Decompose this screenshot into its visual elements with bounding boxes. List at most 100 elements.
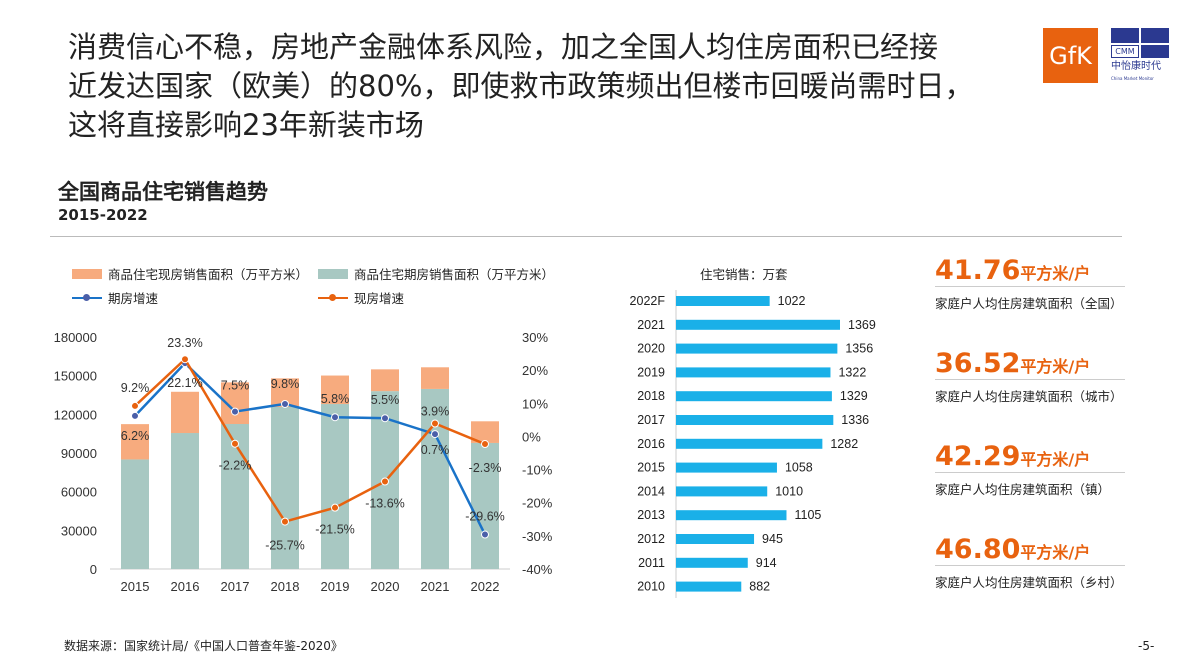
data-label: -13.6% <box>365 497 405 511</box>
bar-segment <box>321 404 349 569</box>
x-tick-label: 2020 <box>371 579 400 594</box>
value-label: 882 <box>749 580 770 594</box>
stat-label: 家庭户人均住房建筑面积（城市） <box>935 389 1123 404</box>
y-tick-label: 90000 <box>61 446 97 461</box>
category-label: 2019 <box>637 365 665 379</box>
bar <box>676 343 838 354</box>
data-point <box>331 413 339 422</box>
stat-value: 36.52平方米/户 <box>935 348 1091 379</box>
data-label: 22.1% <box>167 376 202 390</box>
gfk-logo: GfK <box>1043 28 1098 83</box>
data-label: -29.6% <box>465 510 505 524</box>
data-label: 0.7% <box>421 443 450 457</box>
stat-label: 家庭户人均住房建筑面积（镇） <box>935 482 1111 497</box>
data-label: 3.9% <box>421 405 450 419</box>
category-label: 2014 <box>637 484 665 498</box>
x-tick-label: 2018 <box>271 579 300 594</box>
category-label: 2010 <box>637 580 665 594</box>
bar-segment <box>171 433 199 569</box>
bar-segment <box>221 424 249 569</box>
y-tick-label: 150000 <box>54 369 97 384</box>
legend-item: 现房增速 <box>318 288 404 307</box>
bar <box>676 296 770 306</box>
y2-tick-label: -10% <box>522 463 553 478</box>
divider <box>935 286 1125 287</box>
y2-tick-label: 10% <box>522 396 548 411</box>
value-label: 1329 <box>840 389 868 403</box>
stat-item: 46.80平方米/户 家庭户人均住房建筑面积（乡村） <box>935 534 1135 591</box>
category-label: 2018 <box>637 389 665 403</box>
divider <box>935 565 1125 566</box>
bar-segment <box>171 391 199 434</box>
value-label: 1322 <box>838 365 866 379</box>
bar <box>676 510 787 521</box>
x-tick-label: 2019 <box>321 579 350 594</box>
bar <box>676 462 777 473</box>
category-label: 2012 <box>637 532 665 546</box>
y2-tick-label: -30% <box>522 529 553 544</box>
y-tick-label: 120000 <box>54 407 97 422</box>
data-label: -21.5% <box>315 523 355 537</box>
data-point <box>481 530 489 539</box>
y-tick-label: 60000 <box>61 485 97 500</box>
value-label: 1369 <box>848 318 876 332</box>
category-label: 2021 <box>637 318 665 332</box>
y-tick-label: 180000 <box>54 330 97 345</box>
stat-label: 家庭户人均住房建筑面积（全国） <box>935 296 1123 311</box>
category-label: 2020 <box>637 342 665 356</box>
bar-segment <box>371 369 399 392</box>
legend-item: 商品住宅现房销售面积（万平方米） <box>72 264 308 283</box>
bar-segment <box>421 367 449 389</box>
bar <box>676 534 755 544</box>
data-point <box>331 503 339 512</box>
y2-tick-label: 0% <box>522 429 541 444</box>
divider <box>935 379 1125 380</box>
value-label: 1282 <box>830 437 858 451</box>
stat-value: 46.80平方米/户 <box>935 534 1091 565</box>
headline: 消费信心不稳，房地产金融体系风险，加之全国人均住房面积已经接 近发达国家（欧美）… <box>68 28 1028 145</box>
y2-tick-label: 30% <box>522 330 548 345</box>
y2-tick-label: 20% <box>522 363 548 378</box>
data-point <box>431 430 439 439</box>
y2-tick-label: -40% <box>522 562 553 577</box>
y2-tick-label: -20% <box>522 496 553 511</box>
y-tick-label: 0 <box>90 562 97 577</box>
combo-chart: 0 30000 60000 90000 120000 150000 180000 -40% -3… <box>54 330 553 594</box>
bar-segment <box>121 424 149 460</box>
stat-item: 41.76平方米/户 家庭户人均住房建筑面积（全国） <box>935 255 1135 312</box>
headline-line: 消费信心不稳，房地产金融体系风险，加之全国人均住房面积已经接 <box>68 30 939 64</box>
value-label: 945 <box>762 532 783 546</box>
divider <box>935 472 1125 473</box>
category-label: 2013 <box>637 508 665 522</box>
bar <box>676 486 768 497</box>
hbar-chart: 2022F 1022 2021 1369 2020 1356 2019 1322 2018 132… <box>630 290 876 598</box>
line-series <box>134 357 486 524</box>
page-number: -5- <box>1138 639 1155 653</box>
bar-segment <box>121 459 149 569</box>
value-label: 1105 <box>794 508 821 522</box>
value-label: 1336 <box>841 413 869 427</box>
data-point <box>431 419 439 428</box>
data-point <box>381 477 389 486</box>
bar-chart-title: 住宅销售：万套 <box>700 267 788 282</box>
x-tick-label: 2016 <box>171 579 200 594</box>
data-label: 6.2% <box>121 429 150 443</box>
data-label: 9.8% <box>271 377 300 391</box>
bar-segment <box>421 388 449 569</box>
data-label: -2.2% <box>219 459 252 473</box>
chart-subtitle: 2015-2022 <box>58 206 148 224</box>
cmm-logo: CMM 中怡康时代 China Market Monitor <box>1111 28 1169 86</box>
data-point <box>231 407 239 416</box>
headline-line: 近发达国家（欧美）的80%，即使救市政策频出但楼市回暖尚需时日， <box>68 69 974 103</box>
stat-value: 42.29平方米/户 <box>935 441 1091 472</box>
bar <box>676 367 831 378</box>
bar <box>676 391 832 402</box>
divider <box>50 236 1122 237</box>
footer-source: 数据来源：国家统计局/《中国人口普查年鉴-2020》 <box>64 639 343 653</box>
data-point <box>481 440 489 449</box>
bar <box>676 557 748 568</box>
data-label: 9.2% <box>121 381 150 395</box>
stat-item: 42.29平方米/户家庭户人均住房建筑面积（镇） <box>935 441 1135 498</box>
bar-segment <box>471 442 499 569</box>
value-label: 1022 <box>778 294 806 308</box>
